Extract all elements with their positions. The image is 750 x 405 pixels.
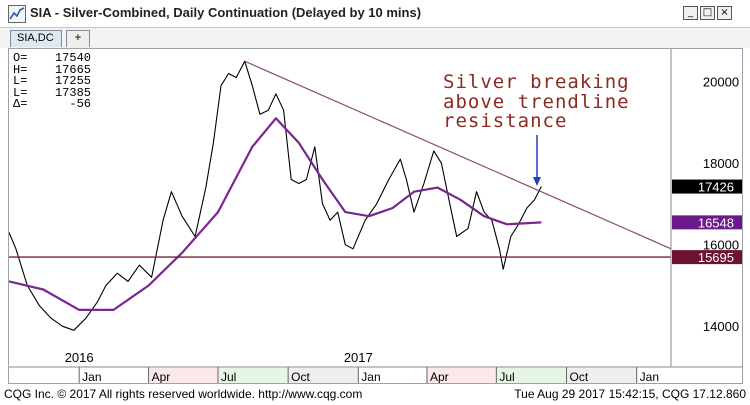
month-band	[288, 368, 374, 383]
month-label: Apr	[152, 370, 171, 384]
month-band	[79, 368, 165, 383]
tab-bar: SIA,DC +	[0, 28, 750, 48]
month-band	[636, 368, 722, 383]
status-bar: CQG Inc. © 2017 All rights reserved worl…	[0, 384, 750, 405]
copyright-text: CQG Inc. © 2017 All rights reserved worl…	[4, 387, 363, 401]
stat-high: H= 17665	[13, 62, 91, 77]
y-tick-label: 14000	[703, 319, 739, 334]
month-band	[496, 368, 582, 383]
annotation-line-2: above trendline	[443, 91, 630, 113]
stat-last: L= 17385	[13, 85, 91, 100]
y-tick-label: 16000	[703, 238, 739, 253]
cqg-chart-icon[interactable]	[8, 5, 26, 23]
price-badge-bg	[672, 250, 742, 265]
month-label: Jan	[361, 370, 380, 384]
chart-panel[interactable]: 20000 18000 16000 14000 Jan Apr Jul Oct Jan Apr Ju…	[8, 48, 743, 384]
timestamp-text: Tue Aug 29 2017 15:42:15, CQG 17.12.860	[514, 387, 746, 401]
ohlc-readout: O= 17540 H= 17665 L= 17255 L= 17385 Δ= -56	[13, 51, 91, 111]
month-label: Oct	[291, 370, 310, 384]
month-band	[217, 368, 303, 383]
price-series-line	[9, 60, 542, 331]
title-bar: SIA - Silver-Combined, Daily Continuatio…	[0, 0, 750, 28]
price-badge-label: 17426	[698, 180, 734, 195]
stat-change: Δ= -56	[13, 97, 91, 111]
month-band	[358, 368, 444, 383]
price-badge-bg	[672, 179, 742, 194]
price-badge-support: 15695	[672, 250, 742, 265]
maximize-button[interactable]: □	[700, 6, 715, 20]
month-band	[148, 368, 234, 383]
resistance-trendline	[244, 60, 672, 250]
price-chart[interactable]: 20000 18000 16000 14000 Jan Apr Jul Oct Jan Apr Ju…	[9, 49, 743, 384]
price-badge-bg	[672, 215, 742, 230]
price-badge-moving_average: 16548	[672, 215, 742, 230]
price-badge-label: 15695	[698, 250, 734, 265]
annotation-line-1: Silver breaking	[443, 71, 630, 93]
tab-sia-dc[interactable]: SIA,DC	[10, 30, 62, 47]
annotation-arrow	[533, 135, 541, 186]
moving-average-line	[9, 117, 542, 311]
add-tab-button[interactable]: +	[66, 30, 90, 47]
y-tick-label: 20000	[703, 75, 739, 90]
stat-low: L= 17255	[13, 74, 91, 88]
month-label: Oct	[570, 370, 589, 384]
year-label: 2016	[65, 350, 94, 365]
stat-open: O= 17540	[13, 51, 91, 65]
window-title: SIA - Silver-Combined, Daily Continuatio…	[30, 5, 422, 20]
month-label: Apr	[430, 370, 449, 384]
minimize-button[interactable]: _	[683, 6, 698, 20]
close-button[interactable]: ×	[717, 6, 732, 20]
y-tick-label: 18000	[703, 156, 739, 171]
month-band	[566, 368, 652, 383]
annotation-line-3: resistance	[443, 110, 567, 132]
month-label: Jul	[221, 370, 236, 384]
month-band	[426, 368, 512, 383]
price-badge-last: 17426	[672, 179, 742, 195]
month-label: Jan	[82, 370, 101, 384]
month-label: Jan	[640, 370, 659, 384]
month-label: Jul	[499, 370, 514, 384]
year-label: 2017	[344, 350, 373, 365]
price-badge-label: 16548	[698, 215, 734, 230]
